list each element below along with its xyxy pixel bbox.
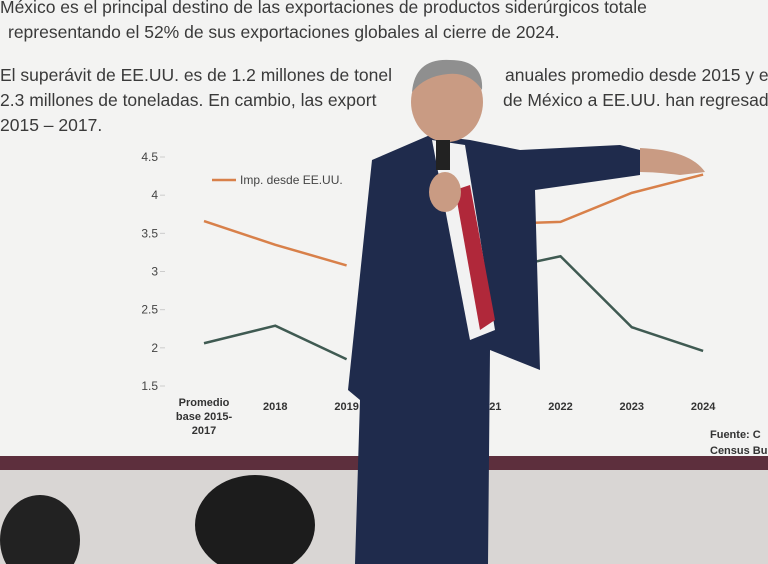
series-line (203, 219, 347, 267)
paragraph-line: México es el principal destino de las ex… (0, 0, 647, 17)
y-tick-label: 1.5 (141, 379, 158, 393)
x-tick-label: 2023 (620, 401, 644, 413)
source: Fuente: C (710, 429, 761, 441)
presenter (348, 59, 705, 564)
suit (348, 135, 640, 564)
paragraph-line: representando el 52% de sus exportacione… (8, 22, 560, 42)
microphone (436, 140, 450, 170)
x-tick-label: 2019 (334, 401, 358, 413)
x-tick-label: 2018 (263, 401, 287, 413)
head (411, 62, 483, 142)
y-tick-label: 2.5 (141, 303, 158, 317)
paragraph-line: 2.3 millones de toneladas. En cambio, la… (0, 90, 377, 110)
series-line (203, 324, 348, 361)
x-tick-label: 2022 (548, 401, 572, 413)
x-tick-label: Promedio base 2015-2017 (176, 397, 233, 437)
paragraph-line: anuales promedio desde 2015 y en 2 (505, 65, 768, 85)
hand (429, 172, 461, 212)
paragraph-line: de México a EE.UU. han regresado (503, 90, 768, 110)
paragraph-line: El superávit de EE.UU. es de 1.2 millone… (0, 65, 392, 85)
source: Census Bu (710, 445, 767, 457)
tie (455, 185, 495, 330)
y-tick-label: 4 (151, 188, 158, 202)
y-tick-label: 2 (151, 341, 158, 355)
chart: 1.5 2 2.5 3 3.5 4 4.5 Promedio base 2015-2017 201… (141, 150, 716, 437)
audience-head (0, 495, 80, 564)
y-tick-label: 3.5 (141, 226, 158, 240)
legend-label: Imp. desde EE.UU. (240, 173, 343, 187)
pointing-hand (640, 148, 705, 175)
x-tick-label: 2024 (691, 401, 716, 413)
audience-head (195, 475, 315, 564)
paragraph-line: 2015 – 2017. (0, 115, 102, 135)
y-tick-label: 3 (151, 265, 158, 279)
y-tick-label: 4.5 (141, 150, 158, 164)
hair (412, 59, 483, 92)
